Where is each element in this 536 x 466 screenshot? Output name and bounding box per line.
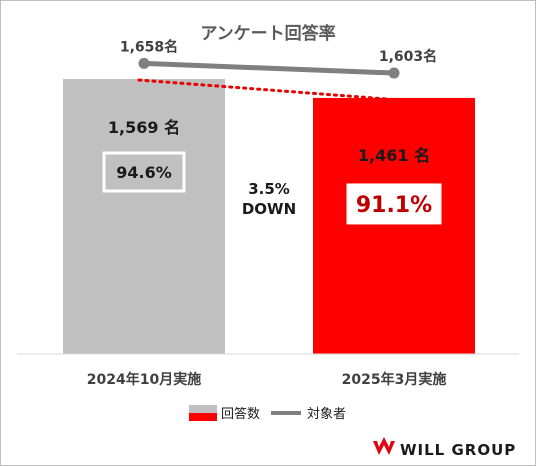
rate-box-2024-10: [102, 151, 186, 193]
category-label-2025-03: 2025年3月実施: [342, 371, 447, 388]
decline-word: DOWN: [242, 200, 296, 218]
logo-mark-icon: [373, 437, 395, 455]
legend-label-responses: 回答数: [221, 406, 260, 422]
count-label-2024-10: 1,569 名: [108, 118, 180, 137]
will-group-logo: WILL GROUP: [373, 437, 516, 459]
legend-label-target: 対象者: [307, 407, 346, 422]
target-point-2025-03: [388, 67, 400, 79]
decline-dotted-line: [137, 78, 388, 101]
target-line: [143, 60, 395, 76]
legend: 回答数 対象者: [189, 405, 346, 422]
target-label-2025-03: 1,603名: [379, 48, 437, 65]
rate-box-2025-03: [343, 180, 445, 228]
rate-label-2024-10: 94.6%: [116, 163, 172, 182]
decline-percent: 3.5%: [248, 180, 290, 198]
category-label-2024-10: 2024年10月実施: [87, 371, 201, 388]
target-point-2024-10: [138, 57, 150, 69]
logo-text: WILL GROUP: [400, 441, 516, 459]
count-label-2025-03: 1,461 名: [358, 146, 430, 165]
target-label-2024-10: 1,658名: [120, 38, 178, 55]
chart-title: アンケート回答率: [200, 23, 335, 44]
bar-2024-10: [63, 79, 225, 354]
rate-label-2025-03: 91.1%: [356, 193, 432, 218]
legend-swatch-responses: [189, 405, 217, 421]
